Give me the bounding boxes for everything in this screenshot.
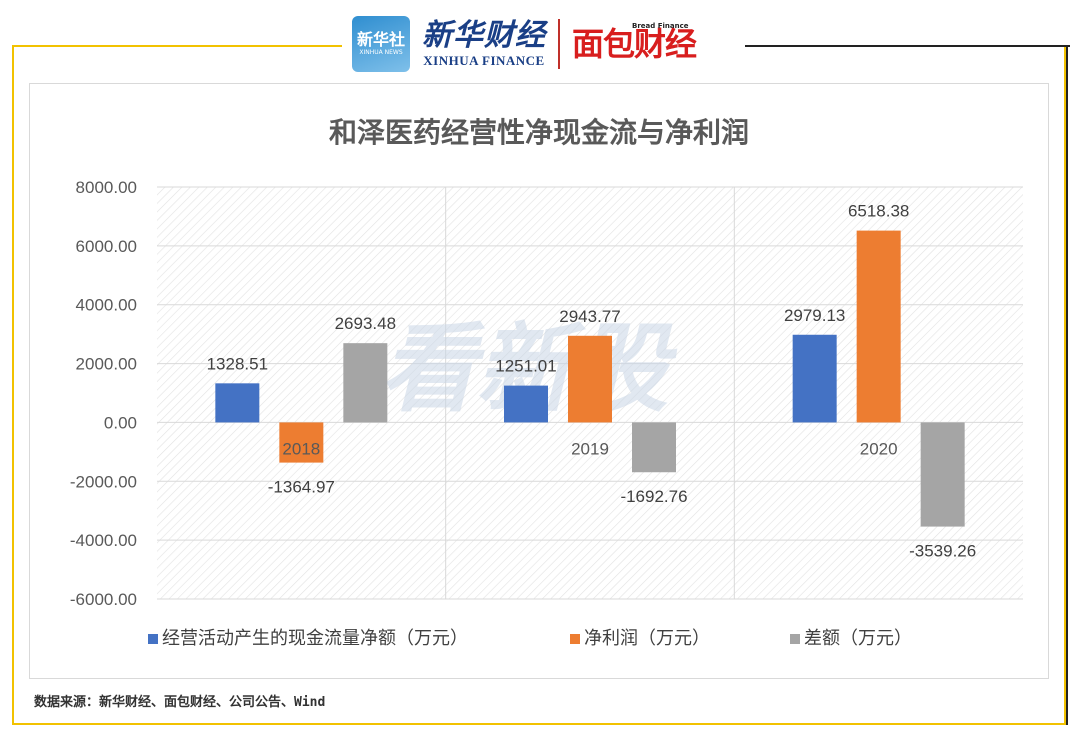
- legend-label: 差额（万元）: [804, 628, 912, 648]
- bar: [920, 422, 965, 527]
- bar: [343, 343, 388, 423]
- y-tick-label: -2000.00: [70, 472, 137, 491]
- y-tick-label: 6000.00: [76, 237, 137, 256]
- logo-area: 新华社 XINHUA NEWS 新华财经 XINHUA FINANCE Brea…: [352, 14, 697, 74]
- legend-swatch: [790, 634, 800, 644]
- legend-label: 经营活动产生的现金流量净额（万元）: [162, 628, 468, 648]
- legend-label: 净利润（万元）: [584, 628, 710, 648]
- top-rule-right: [745, 45, 1070, 47]
- top-rule-left: [12, 45, 342, 47]
- xinhua-badge-en: XINHUA NEWS: [359, 49, 403, 56]
- y-tick-label: 4000.00: [76, 296, 137, 315]
- source-note: 数据来源：新华财经、面包财经、公司公告、Wind: [34, 695, 326, 710]
- data-label: 1251.01: [495, 357, 556, 376]
- data-labels: 1328.51 -1364.97 2693.48 1251.01 2943.77 -169…: [207, 202, 977, 561]
- x-category-label: 2018: [282, 439, 320, 458]
- legend-swatch: [148, 634, 158, 644]
- data-label: -3539.26: [909, 542, 976, 561]
- chart-svg: 和泽医药经营性净现金流与净利润 8000.00 6000.00 4000.00 200…: [70, 116, 1023, 648]
- x-category-label: 2020: [860, 439, 898, 458]
- bread-finance-logo: Bread Finance 面包财经: [572, 22, 697, 64]
- bar: [568, 335, 612, 423]
- y-tick-label: -6000.00: [70, 590, 137, 609]
- y-axis-ticks: 8000.00 6000.00 4000.00 2000.00 0.00 -2000.00…: [70, 178, 137, 609]
- bread-finance-cn: 面包财经: [572, 25, 697, 63]
- bars: [215, 230, 965, 527]
- bar: [792, 334, 837, 423]
- legend: 经营活动产生的现金流量净额（万元） 净利润（万元） 差额（万元）: [148, 628, 912, 648]
- data-label: 6518.38: [848, 202, 909, 221]
- y-tick-label: 2000.00: [76, 355, 137, 374]
- xinhua-badge-cn: 新华社: [356, 30, 405, 49]
- bar: [279, 422, 324, 463]
- chart-container: 和泽医药经营性净现金流与净利润 8000.00 6000.00 4000.00 200…: [29, 83, 1049, 679]
- y-tick-label: 8000.00: [76, 178, 137, 197]
- y-tick-label: -4000.00: [70, 531, 137, 550]
- data-label: -1364.97: [268, 478, 335, 497]
- x-axis-categories: 2018 2019 2020: [282, 439, 897, 458]
- bread-finance-small: Bread Finance: [632, 22, 689, 30]
- data-label: 2979.13: [784, 306, 845, 325]
- right-rule: [1066, 45, 1068, 725]
- bar: [215, 383, 260, 423]
- data-label: 2693.48: [335, 314, 396, 333]
- data-label: 2943.77: [559, 307, 620, 326]
- y-tick-label: 0.00: [104, 413, 137, 432]
- bar: [632, 422, 676, 473]
- logo-divider: [558, 19, 560, 69]
- bar: [504, 385, 548, 423]
- xinhua-badge-logo: 新华社 XINHUA NEWS: [352, 16, 410, 72]
- data-label: -1692.76: [620, 487, 687, 506]
- bar: [856, 230, 901, 423]
- legend-swatch: [570, 634, 580, 644]
- data-label: 1328.51: [207, 354, 268, 373]
- x-category-label: 2019: [571, 439, 609, 458]
- xinhua-finance-logo: 新华财经 XINHUA FINANCE: [422, 19, 546, 69]
- xinhua-brand-cn: 新华财经: [422, 18, 546, 53]
- chart-title: 和泽医药经营性净现金流与净利润: [329, 116, 749, 148]
- xinhua-brand-en: XINHUA FINANCE: [423, 53, 545, 68]
